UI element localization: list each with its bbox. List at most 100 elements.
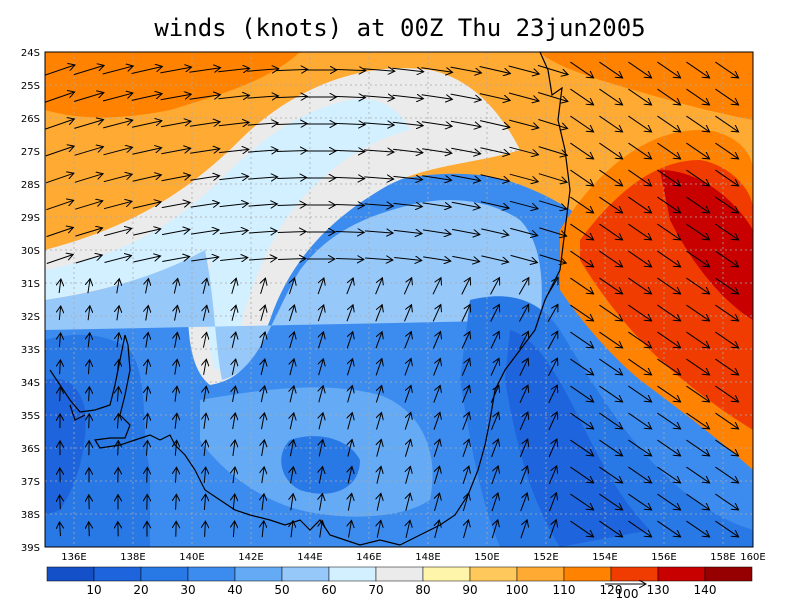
wind-arrow — [404, 332, 412, 349]
wind-arrow — [176, 494, 177, 510]
wind-arrow — [715, 493, 738, 510]
wind-arrow — [715, 304, 738, 321]
wind-arrow — [233, 413, 236, 430]
wind-arrow — [686, 277, 709, 294]
wind-arrow — [132, 175, 162, 182]
wind-arrow — [490, 358, 499, 376]
wind-arrow — [628, 385, 651, 402]
lon-label: 142E — [238, 552, 263, 563]
wind-arrow — [628, 196, 651, 213]
wind-arrow — [715, 169, 738, 186]
wind-arrow — [451, 201, 480, 207]
lat-label: 30S — [21, 246, 40, 257]
wind-arrow — [432, 305, 441, 322]
wind-arrow — [161, 148, 190, 155]
wind-arrow — [715, 385, 738, 402]
wind-arrow — [59, 333, 60, 348]
wind-arrow — [103, 201, 132, 210]
wind-arrow — [461, 278, 470, 295]
wind-arrow — [45, 119, 75, 130]
wind-arrow — [548, 439, 557, 458]
wind-arrow — [190, 203, 220, 207]
wind-arrow — [539, 227, 566, 236]
wind-arrow — [548, 466, 556, 485]
wind-arrow — [191, 257, 219, 261]
wind-arrow — [715, 115, 738, 132]
wind-arrow — [261, 278, 266, 295]
wind-arrow — [518, 278, 529, 295]
wind-arrow — [686, 493, 709, 510]
lon-label: 138E — [120, 552, 145, 563]
wind-arrow — [147, 467, 148, 483]
wind-arrow — [547, 331, 557, 349]
wind-arrow — [317, 278, 324, 295]
colorbar-label: 90 — [462, 583, 477, 597]
wind-arrow — [348, 413, 353, 430]
lon-label: 144E — [297, 552, 322, 563]
wind-arrow — [490, 305, 500, 322]
wind-arrow — [363, 96, 395, 98]
wind-arrow — [334, 123, 366, 124]
wind-arrow — [570, 169, 593, 186]
lon-label: 154E — [592, 552, 617, 563]
wind-arrow — [334, 69, 366, 70]
wind-arrow — [276, 124, 308, 125]
colorbar-swatch — [46, 566, 95, 582]
wind-arrow — [686, 385, 709, 402]
wind-arrow — [715, 412, 738, 429]
wind-arrow — [88, 306, 90, 321]
wind-arrow — [422, 149, 452, 153]
wind-arrow — [335, 232, 364, 233]
wind-arrow — [481, 255, 508, 262]
wind-arrow — [335, 177, 364, 178]
wind-arrow — [132, 202, 161, 209]
wind-arrow — [519, 358, 528, 376]
wind-arrow — [549, 520, 557, 539]
colorbar-swatch — [328, 566, 377, 582]
wind-arrow — [491, 439, 499, 458]
wind-arrow — [539, 200, 567, 209]
wind-arrow — [319, 467, 322, 484]
wind-arrow — [479, 120, 510, 128]
wind-arrow — [203, 278, 207, 294]
wind-arrow — [481, 228, 509, 235]
wind-arrow — [509, 200, 538, 208]
wind-arrow — [421, 67, 452, 73]
wind-arrow — [392, 68, 423, 72]
wind-arrow — [423, 257, 451, 261]
wind-arrow — [88, 360, 89, 375]
colorbar-label: 30 — [180, 583, 195, 597]
wind-arrow — [375, 332, 382, 349]
wind-arrow — [628, 439, 651, 456]
wind-arrow — [89, 387, 90, 402]
wind-arrow — [276, 69, 308, 70]
wind-arrow — [519, 385, 528, 404]
wind-arrow — [74, 120, 103, 129]
wind-arrow — [103, 174, 132, 183]
wind-arrow — [599, 493, 622, 510]
wind-arrow — [377, 466, 381, 484]
wind-arrow — [518, 305, 528, 322]
colorbar — [46, 566, 753, 582]
wind-arrow — [160, 121, 191, 128]
wind-arrow — [45, 65, 75, 76]
wind-arrow — [319, 386, 323, 403]
wind-arrow — [570, 331, 593, 348]
wind-arrow — [291, 467, 294, 484]
wind-arrow — [88, 279, 90, 294]
wind-arrow — [320, 494, 323, 511]
wind-arrow — [599, 439, 622, 456]
lat-axis: 24S 25S 26S 27S 28S 29S 30S 31S 32S 33S … — [21, 48, 40, 554]
wind-arrow — [537, 64, 568, 74]
wind-arrow — [464, 520, 469, 539]
wind-arrow — [451, 147, 480, 154]
wind-arrow — [175, 332, 178, 348]
wind-arrow — [548, 358, 558, 377]
wind-arrow — [232, 359, 235, 376]
colorbar-label: 70 — [368, 583, 383, 597]
wind-arrow — [628, 169, 651, 186]
wind-arrow — [45, 173, 74, 184]
wind-arrow — [686, 169, 709, 186]
lon-label: 150E — [474, 552, 499, 563]
wind-arrow — [628, 466, 651, 483]
